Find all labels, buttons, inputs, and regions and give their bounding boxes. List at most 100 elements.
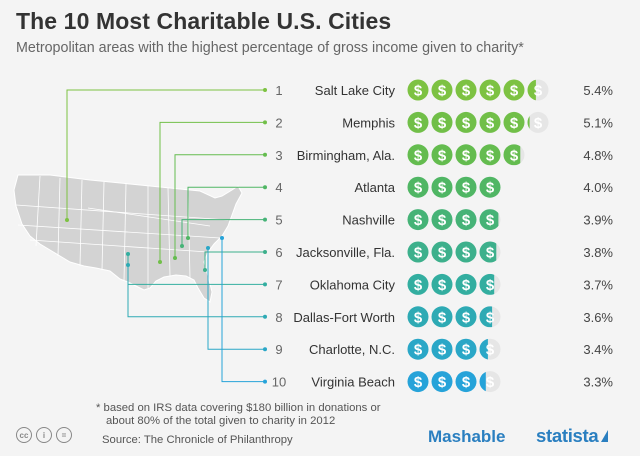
coin-body [479, 209, 499, 231]
coin-symbol: $ [438, 342, 447, 359]
city-dot [186, 236, 190, 240]
coin-icon: $ [455, 176, 477, 198]
city-dot [158, 260, 162, 264]
coin-symbol: $ [534, 83, 543, 100]
coin-empty-part [527, 111, 549, 133]
city-dot [126, 252, 130, 256]
leader-dot [263, 282, 267, 287]
coin-body [407, 209, 429, 231]
coin-icon: $ [455, 79, 477, 101]
city-dot [220, 236, 224, 240]
rank-label: 6 [275, 245, 282, 260]
coin-icon: $$ [479, 338, 501, 360]
coin-icon: $ [431, 111, 453, 133]
leader-dot [263, 217, 267, 222]
coin-icon: $ [407, 241, 429, 263]
coin-icon: $ [431, 273, 453, 295]
coin-symbol: $ [438, 212, 447, 229]
footnote-line-2: about 80% of the total given to charity … [106, 415, 336, 427]
coin-symbol: $ [510, 147, 519, 164]
coin-icon: $ [455, 144, 477, 166]
city-dot [126, 263, 130, 267]
value-label: 3.3% [583, 375, 613, 390]
coin-symbol: $ [462, 342, 471, 359]
leader-dot [263, 379, 267, 384]
coin-symbol: $ [486, 115, 495, 132]
coin-body [431, 144, 453, 166]
coin-icon: $ [455, 306, 477, 328]
leader-dot [263, 347, 267, 352]
coin-body [431, 371, 453, 393]
leader-line [187, 186, 265, 238]
coin-body [479, 144, 501, 166]
coin-symbol: $ [414, 277, 423, 294]
coin-body [479, 176, 501, 198]
license-icons: cc i = [16, 427, 72, 443]
coin-fill-part: $ [479, 273, 495, 295]
coin-icon: $ [455, 371, 477, 393]
coin-symbol: $ [414, 83, 423, 100]
rank-label: 3 [275, 148, 282, 163]
footnote-line-1: * based on IRS data covering $180 billio… [96, 402, 381, 414]
coin-fill-part: $ [479, 241, 497, 263]
coin-fill-part: $ [479, 338, 488, 360]
city-dot [65, 218, 69, 222]
coin-body [431, 241, 453, 263]
coin-fill-part: $ [479, 306, 493, 328]
coin-body [455, 371, 477, 393]
coin-icon: $ [455, 241, 477, 263]
coin-body [527, 79, 536, 101]
coin-body [479, 338, 488, 360]
city-dot [180, 244, 184, 248]
coin-body [407, 371, 429, 393]
coin-icon: $ [407, 371, 429, 393]
coin-body [431, 111, 453, 133]
coin-icon: $ [479, 144, 501, 166]
coin-body [431, 79, 453, 101]
coin-body [479, 306, 493, 328]
coin-icon: $ [431, 176, 453, 198]
coin-symbol: $ [534, 83, 543, 100]
coin-icon: $$ [479, 273, 501, 295]
coin-icon: $ [407, 176, 429, 198]
coin-icon: $$ [527, 79, 549, 101]
coin-fill-part: $ [479, 371, 486, 392]
leader-line [221, 238, 265, 383]
coin-icon: $ [407, 338, 429, 360]
coin-fill-part: $ [527, 116, 530, 129]
cc-icon: cc [16, 427, 32, 443]
coin-icon: $ [431, 144, 453, 166]
leader-line [181, 219, 265, 246]
coin-symbol: $ [462, 309, 471, 326]
coin-icon: $ [431, 209, 453, 231]
coin-symbol: $ [438, 115, 447, 132]
coin-symbol: $ [438, 147, 447, 164]
coin-symbol: $ [462, 212, 471, 229]
coin-symbol: $ [486, 342, 495, 359]
coin-body [407, 273, 429, 295]
value-label: 5.1% [583, 115, 613, 130]
coin-body [503, 144, 521, 166]
city-label: Oklahoma City [310, 277, 396, 292]
leader-line [159, 121, 265, 262]
coin-symbol: $ [510, 115, 519, 132]
coin-icon: $ [455, 209, 477, 231]
coin-body [479, 371, 486, 392]
leader-line [66, 89, 265, 220]
coin-icon: $ [431, 371, 453, 393]
coin-icon: $ [431, 306, 453, 328]
coin-body [407, 338, 429, 360]
coin-symbol: $ [486, 245, 495, 262]
city-label: Nashville [342, 213, 395, 228]
coin-icon: $$ [479, 241, 501, 263]
page-title: The 10 Most Charitable U.S. Cities [16, 8, 392, 34]
coin-icon: $ [407, 306, 429, 328]
coin-symbol: $ [462, 147, 471, 164]
coin-icon: $ [431, 241, 453, 263]
coin-symbol: $ [438, 245, 447, 262]
coin-body [431, 306, 453, 328]
coin-body [407, 241, 429, 263]
coin-body [455, 209, 477, 231]
